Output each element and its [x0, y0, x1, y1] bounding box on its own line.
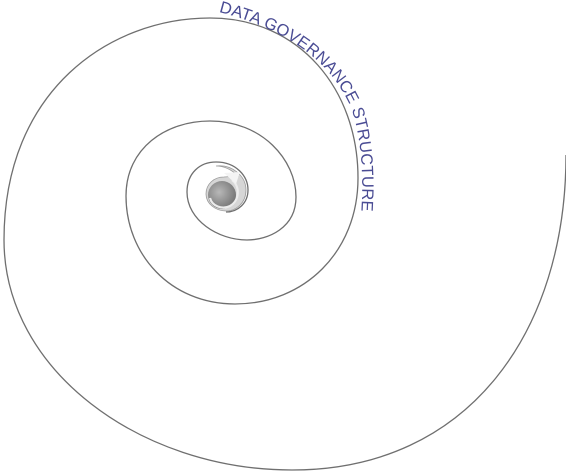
spiral-line	[3, 17, 566, 471]
core-dark-center	[208, 181, 236, 209]
core-swirl	[208, 179, 239, 209]
spiral-core	[205, 165, 247, 212]
core-highlight	[224, 172, 240, 184]
